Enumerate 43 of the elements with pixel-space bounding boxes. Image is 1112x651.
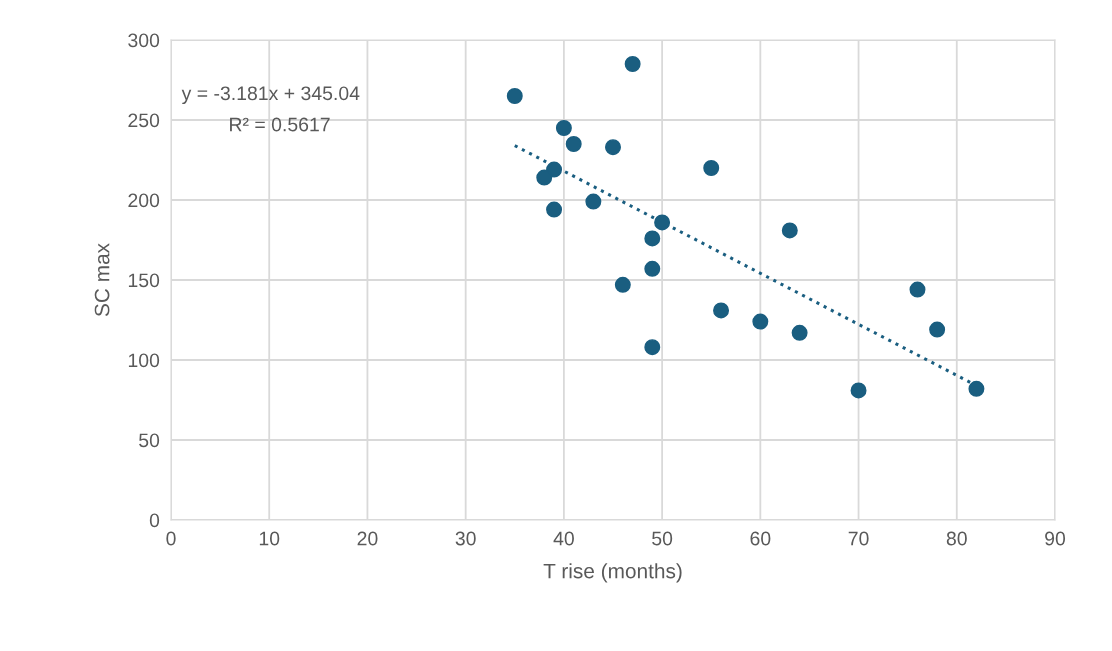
annotation: R² = 0.5617 <box>230 117 330 132</box>
annotation: y = -3.181x + 345.04 <box>181 86 360 105</box>
x-tick-label: 30 <box>455 531 476 546</box>
x-tick-label: 0 <box>166 531 176 546</box>
point <box>713 302 730 319</box>
x-tick-label: 90 <box>1045 531 1066 546</box>
y-tick-label: 0 <box>149 513 160 528</box>
x-tick-label: 50 <box>652 531 673 546</box>
point <box>654 214 671 231</box>
x-tick-label: 70 <box>848 531 869 546</box>
point <box>546 201 563 218</box>
y-tick-label: 150 <box>128 273 160 288</box>
x-axis-title: T rise (months) <box>543 563 682 583</box>
point <box>909 281 926 298</box>
point <box>614 276 631 293</box>
point <box>850 382 867 399</box>
point <box>644 230 661 247</box>
x-tick-label: 10 <box>259 531 280 546</box>
x-tick-label: 40 <box>553 531 574 546</box>
point <box>555 120 572 136</box>
x-tick-label: 80 <box>946 531 967 546</box>
y-tick-label: 50 <box>139 433 160 448</box>
point <box>791 324 808 341</box>
point <box>929 321 946 338</box>
point <box>703 160 720 176</box>
point <box>585 193 602 210</box>
x-tick-label: 20 <box>357 531 378 546</box>
point <box>565 136 582 152</box>
point <box>644 260 661 277</box>
point <box>624 56 641 72</box>
y-tick-label: 250 <box>128 113 160 128</box>
point <box>644 339 661 356</box>
point <box>781 222 798 239</box>
point <box>506 88 523 104</box>
y-axis-title: SC max <box>94 243 110 317</box>
point <box>605 139 621 156</box>
y-tick-label: 300 <box>128 33 160 48</box>
point <box>968 380 985 397</box>
point <box>536 169 553 186</box>
x-tick-label: 60 <box>750 531 771 546</box>
y-tick-label: 200 <box>128 193 160 208</box>
y-tick-label: 100 <box>128 353 160 368</box>
point <box>752 313 769 330</box>
